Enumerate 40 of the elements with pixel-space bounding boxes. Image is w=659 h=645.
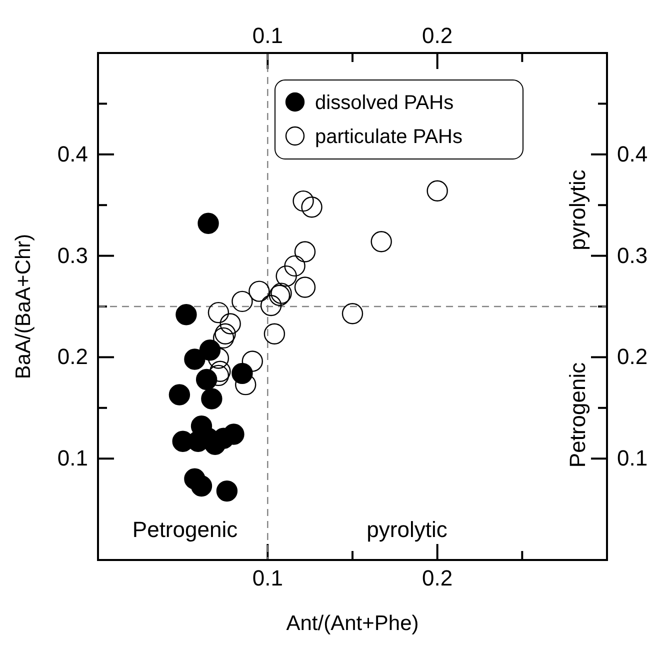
point	[176, 304, 197, 326]
y2-tick-label: 0.4	[617, 141, 648, 166]
point	[264, 323, 286, 344]
point	[426, 180, 448, 202]
point	[294, 241, 316, 262]
x2-tick-label: 0.1	[252, 566, 283, 591]
point	[216, 480, 238, 502]
point	[232, 290, 253, 312]
y2-tick-label: 0.1	[617, 446, 648, 471]
y-tick-label: 0.4	[57, 141, 88, 166]
point	[284, 255, 306, 277]
y2-tick-label: 0.2	[617, 344, 648, 370]
legend-label: particulate PAHs	[315, 126, 462, 148]
y2-tick-label: 0.3	[617, 242, 648, 268]
point	[223, 424, 244, 445]
annotation: pyrolytic	[366, 517, 448, 542]
point	[212, 327, 234, 349]
y-axis-title: BaA/(BaA+Chr)	[12, 234, 35, 380]
point	[199, 340, 221, 361]
point	[184, 348, 206, 370]
point	[168, 384, 190, 406]
point	[201, 388, 222, 410]
point	[342, 303, 364, 324]
point	[248, 280, 270, 302]
y-tick-label: 0.2	[57, 344, 88, 370]
annotation: pyrolytic	[565, 170, 590, 250]
point	[190, 475, 212, 497]
point	[198, 212, 219, 234]
point	[301, 196, 322, 218]
annotation: Petrogenic	[132, 517, 238, 542]
annotation: Petrogenic	[565, 362, 590, 468]
point	[294, 276, 316, 298]
point	[370, 231, 392, 252]
y-tick-label: 0.3	[57, 242, 88, 268]
x2-tick-label: 0.2	[422, 566, 453, 591]
legend-label: dissolved PAHs	[315, 92, 454, 114]
point	[196, 368, 218, 390]
x-axis-title: Ant/(Ant+Phe)	[286, 612, 419, 635]
y-tick-label: 0.1	[57, 446, 88, 471]
point	[232, 362, 253, 384]
